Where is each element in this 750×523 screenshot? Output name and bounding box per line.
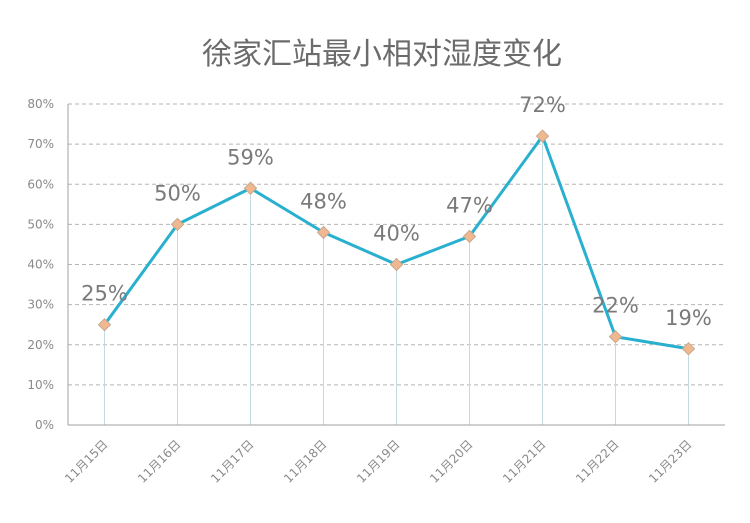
x-tick-label: 11月22日 xyxy=(573,437,621,485)
data-point-marker xyxy=(681,342,696,356)
y-tick-label: 0% xyxy=(35,418,54,432)
x-tick-label: 11月21日 xyxy=(500,437,548,485)
y-tick-label: 40% xyxy=(27,258,54,272)
y-tick-label: 60% xyxy=(27,177,54,191)
x-tick-label: 11月23日 xyxy=(646,437,694,485)
data-point-marker xyxy=(316,225,331,240)
y-tick-label: 20% xyxy=(27,338,54,352)
data-point-marker xyxy=(608,330,623,344)
markers xyxy=(97,129,696,356)
y-tick-label: 10% xyxy=(27,378,54,392)
x-tick-label: 11月18日 xyxy=(281,437,329,485)
data-label: 50% xyxy=(154,181,201,205)
axes xyxy=(67,104,725,426)
data-point-marker xyxy=(243,181,258,195)
y-axis-ticks: 0% 10% 20% 30% 40% 50% 60% 70% 80% xyxy=(27,97,54,432)
drop-lines xyxy=(104,136,689,425)
data-point-marker xyxy=(97,317,112,332)
x-tick-label: 11月15日 xyxy=(62,437,110,485)
data-label: 22% xyxy=(592,294,639,318)
chart-title: 徐家汇站最小相对湿度变化 xyxy=(202,37,562,72)
data-label: 48% xyxy=(300,189,347,213)
data-label: 40% xyxy=(373,222,420,246)
data-label: 47% xyxy=(446,193,493,217)
data-label: 72% xyxy=(519,93,566,117)
data-label: 19% xyxy=(665,306,712,330)
data-point-marker xyxy=(462,229,477,244)
y-tick-label: 80% xyxy=(27,97,54,111)
data-point-marker xyxy=(170,217,185,232)
data-labels: 25% 50% 59% 48% 40% 47% 72% 22% 19% xyxy=(81,93,712,330)
x-tick-label: 11月20日 xyxy=(427,437,475,485)
data-label: 25% xyxy=(81,282,128,306)
y-tick-label: 30% xyxy=(27,298,54,312)
x-tick-label: 11月17日 xyxy=(208,437,256,485)
y-tick-label: 50% xyxy=(27,217,54,231)
data-label: 59% xyxy=(227,145,274,169)
data-point-marker xyxy=(535,129,550,143)
x-tick-label: 11月16日 xyxy=(135,437,183,485)
x-tick-label: 11月19日 xyxy=(354,437,402,485)
data-point-marker xyxy=(389,257,404,272)
x-axis-ticks: 11月15日 11月16日 11月17日 11月18日 11月19日 11月20日 11月2… xyxy=(62,437,694,485)
y-tick-label: 70% xyxy=(27,137,54,151)
